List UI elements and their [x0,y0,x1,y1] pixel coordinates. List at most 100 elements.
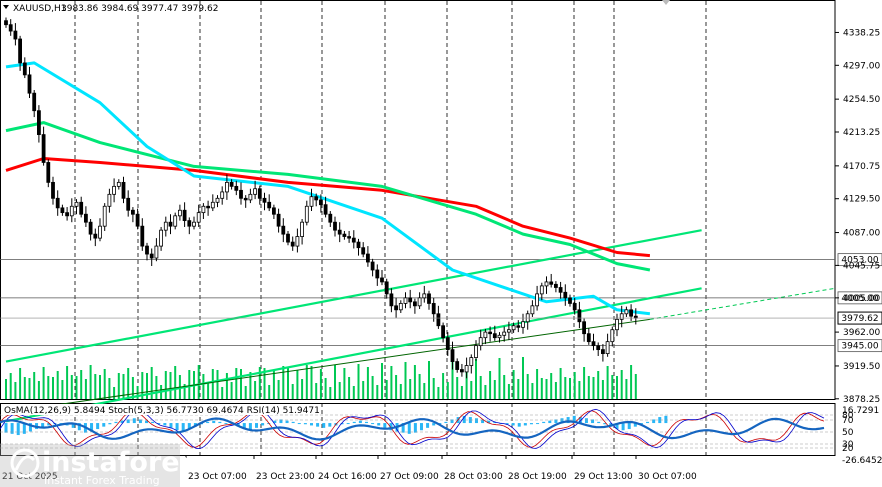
osma-bar [242,423,246,430]
osma-bar [364,421,368,424]
osma-bar [542,421,546,424]
candle-body [558,287,563,293]
candle-body [32,92,37,112]
candle-body [615,318,619,331]
candle-body [356,241,361,249]
osma-bar [566,417,570,424]
volume-bar [202,374,205,399]
indicator-plot-frame [0,403,836,456]
volume-bar [573,372,576,399]
candle-body [591,341,596,347]
osma-bar [181,423,185,432]
osma-bar [157,423,161,425]
osma-bar [303,423,307,425]
osma-bar [279,419,283,424]
volume-bar [423,383,426,399]
candle-body [596,345,601,351]
globe-logo-icon [10,448,40,478]
candle-body [361,247,366,255]
dropdown-arrow-icon [3,5,9,9]
candle-body [22,62,27,76]
volume-bar [9,373,12,399]
candle-body [431,303,436,315]
candle-body [342,233,347,237]
volume-bar [587,376,590,399]
osma-bar [218,421,222,424]
candle-body [37,110,41,135]
osma-bar [377,423,381,426]
candle-body [554,283,558,288]
volume-bar [531,383,534,399]
volume-bar [183,384,186,399]
volume-bar [620,370,623,399]
osma-bar [358,420,362,424]
candle-body [60,207,65,214]
level-badge [837,253,882,267]
level-label: 4053.00 [841,256,878,266]
candle-body [450,349,455,362]
candle-body [267,201,272,209]
osma-bar [481,419,485,424]
candle-body [384,281,389,295]
volume-bar [418,374,421,399]
candle-body [445,337,450,351]
candle-body [469,357,474,366]
volume-bar [507,384,510,399]
volume-bar [338,382,341,399]
candle-body [276,213,281,227]
volume-bar [597,371,600,399]
volume-bar [84,379,87,399]
volume-bar [113,387,116,399]
candle-body [192,221,196,227]
osma-bar [646,421,650,424]
volume-bar [432,378,435,399]
volume-bar [287,367,289,399]
volume-bar [61,380,64,399]
candle-body [210,201,215,209]
candle-body [577,309,582,323]
candle-body [173,215,178,227]
volume-bar [174,366,177,399]
osma-bar [462,415,466,424]
volume-bar [399,384,402,399]
level-label: 3945.00 [841,342,878,352]
volume-bar [310,366,313,399]
candle-body [27,74,32,94]
osma-bar [639,423,643,425]
volume-bar [216,370,219,399]
moving-average-line [5,121,651,272]
volume-bar [329,387,332,399]
y-tick-label: 4338.25 [843,28,880,38]
volume-bar [169,372,172,399]
osma-bar [261,423,265,426]
osma-bar [28,423,32,432]
candle-body [220,191,225,199]
indicator-label: OsMA(12,26,9) 5.8494 Stoch(5,3,3) 56.773… [4,406,320,416]
osma-bar [633,423,637,427]
osma-bar [96,423,100,430]
osma-bar [71,423,75,428]
volume-bar [56,371,59,399]
x-tick-label: 24 Oct 16:00 [318,472,377,482]
volume-bar [80,370,83,399]
channel-line [5,287,702,423]
candle-body [107,193,112,207]
candle-body [168,221,173,227]
osma-bar [487,420,491,424]
volume-bar [409,379,412,399]
volume-bar [475,359,477,399]
volume-bar [254,381,257,399]
candle-body [535,293,539,307]
volume-bar [484,385,487,399]
y-tick-label: 3919.50 [843,362,880,372]
candle-body [488,331,493,335]
candle-body [300,221,305,237]
candle-body [337,229,342,235]
osma-bar [658,417,662,424]
osma-bar [511,423,515,426]
osma-bar [584,418,588,424]
osma-bar [548,420,552,424]
candle-body [98,225,102,239]
candle-body [234,185,239,191]
candle-body [530,305,535,315]
